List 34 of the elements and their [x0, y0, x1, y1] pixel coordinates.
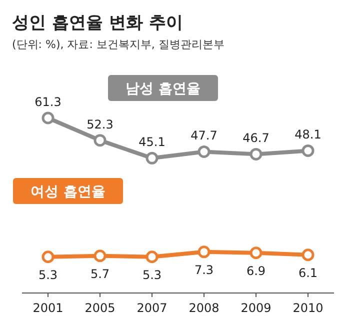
x-tick-label: 2007 [136, 301, 168, 315]
point [42, 112, 54, 124]
data-label: 5.7 [90, 266, 110, 281]
x-tick-label: 2009 [240, 301, 272, 315]
x-tick-label: 2008 [188, 301, 220, 315]
data-label: 5.3 [142, 268, 162, 282]
point [302, 144, 314, 157]
point [94, 134, 106, 147]
data-label: 7.3 [194, 262, 214, 277]
text: 남성 흡연율 [126, 81, 200, 97]
text: 여성 흡연율 [30, 184, 106, 200]
data-label: 46.7 [242, 131, 270, 146]
point [198, 145, 210, 158]
point [198, 246, 210, 258]
point [302, 248, 314, 262]
data-label: 48.1 [294, 128, 322, 142]
point [42, 250, 54, 264]
data-label: 5.3 [38, 268, 58, 282]
point [146, 152, 158, 164]
point [250, 148, 262, 160]
point [94, 250, 106, 262]
data-label: 47.7 [190, 128, 218, 143]
chart-subtitle: (단위: %), 자료: 보건복지부, 질병관리본부 [12, 38, 224, 51]
x-tick-label: 2001 [32, 301, 64, 315]
data-label: 52.3 [86, 117, 114, 132]
x-tick-label: 2010 [292, 301, 324, 315]
data-label: 6.1 [298, 266, 318, 280]
x-tick-label: 2005 [84, 301, 116, 315]
point [250, 246, 262, 260]
data-label: 45.1 [138, 135, 166, 150]
data-label: 6.9 [246, 264, 266, 278]
point [146, 250, 158, 264]
chart-title: 성인 흡연율 변화 추이 [12, 13, 183, 33]
data-label: 61.3 [34, 95, 62, 109]
